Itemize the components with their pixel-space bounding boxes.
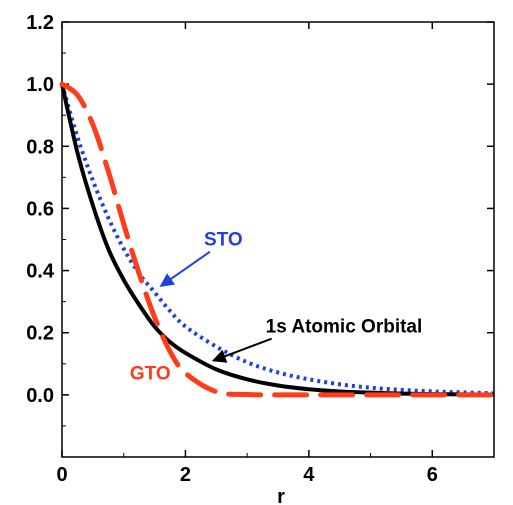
x-axis-title: r: [277, 486, 285, 505]
annotation-arrow-1s-atomic-orbital: [211, 337, 273, 363]
series-line-1s-atomic-orbital: [60, 83, 495, 397]
annotation-1s-atomic-orbital: 1s Atomic Orbital: [266, 317, 423, 338]
series-line-sto: [60, 83, 495, 396]
x-tick-label: 0: [56, 464, 67, 486]
series-line-gto: [59, 81, 497, 398]
y-tick-label: 0.0: [26, 385, 54, 407]
annotation-sto: STO: [204, 230, 243, 251]
y-tick-label: 1.2: [26, 12, 54, 34]
y-tick-label: 0.4: [26, 261, 55, 283]
y-tick-label: 0.6: [26, 198, 54, 220]
x-tick-label: 2: [180, 464, 191, 486]
x-tick-label: 6: [427, 464, 438, 486]
x-tick-label: 4: [303, 464, 315, 486]
y-tick-label: 0.2: [26, 323, 54, 345]
annotation-arrow-sto: [159, 250, 211, 287]
annotation-gto: GTO: [130, 363, 171, 384]
y-tick-label: 0.8: [26, 136, 54, 158]
y-tick-label: 1.0: [26, 74, 54, 96]
